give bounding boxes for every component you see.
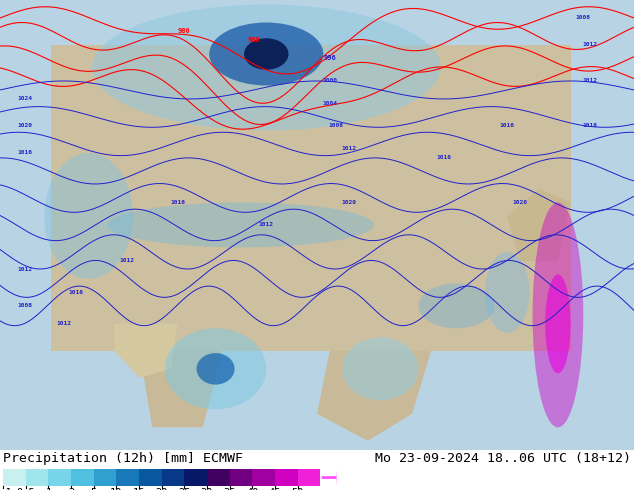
Polygon shape bbox=[507, 189, 571, 261]
Text: 1008: 1008 bbox=[328, 123, 344, 128]
Bar bbox=[51, 45, 571, 351]
Text: 50: 50 bbox=[291, 489, 304, 490]
Bar bbox=[252, 469, 275, 486]
Bar bbox=[230, 469, 252, 486]
Bar bbox=[117, 469, 139, 486]
Text: 45: 45 bbox=[269, 489, 281, 490]
Text: 1020: 1020 bbox=[18, 123, 33, 128]
Text: 1000: 1000 bbox=[322, 78, 337, 83]
Text: 40: 40 bbox=[246, 489, 259, 490]
Text: 996: 996 bbox=[323, 55, 336, 61]
Text: Precipitation (12h) [mm] ECMWF: Precipitation (12h) [mm] ECMWF bbox=[3, 452, 243, 465]
Ellipse shape bbox=[342, 337, 418, 400]
Text: 20: 20 bbox=[155, 489, 168, 490]
Text: 1020: 1020 bbox=[512, 200, 527, 205]
Bar bbox=[48, 469, 71, 486]
Bar bbox=[26, 469, 48, 486]
Text: 1012: 1012 bbox=[582, 43, 597, 48]
Ellipse shape bbox=[197, 353, 235, 385]
Text: 0.5: 0.5 bbox=[16, 489, 36, 490]
Text: 2: 2 bbox=[68, 489, 74, 490]
Text: 1016: 1016 bbox=[18, 150, 33, 155]
Bar bbox=[162, 469, 184, 486]
Text: 1008: 1008 bbox=[576, 16, 591, 21]
Polygon shape bbox=[139, 351, 222, 427]
Text: 1008: 1008 bbox=[18, 303, 33, 308]
Text: 1020: 1020 bbox=[341, 200, 356, 205]
Text: 1012: 1012 bbox=[259, 222, 274, 227]
Text: 0.1: 0.1 bbox=[0, 489, 13, 490]
Polygon shape bbox=[317, 351, 431, 441]
Bar bbox=[3, 469, 26, 486]
Bar bbox=[297, 469, 320, 486]
Text: 1016: 1016 bbox=[500, 123, 515, 128]
Ellipse shape bbox=[108, 202, 374, 247]
Ellipse shape bbox=[418, 283, 495, 328]
Text: 1016: 1016 bbox=[170, 200, 185, 205]
Bar bbox=[94, 469, 117, 486]
Text: 1012: 1012 bbox=[119, 258, 134, 264]
Text: 1024: 1024 bbox=[18, 97, 33, 101]
Text: 1016: 1016 bbox=[582, 123, 597, 128]
Ellipse shape bbox=[44, 153, 133, 279]
Text: 1012: 1012 bbox=[56, 321, 71, 326]
Bar bbox=[139, 469, 162, 486]
Bar bbox=[207, 469, 230, 486]
Ellipse shape bbox=[533, 202, 583, 427]
Ellipse shape bbox=[485, 252, 529, 333]
Ellipse shape bbox=[244, 38, 288, 70]
Text: 988: 988 bbox=[247, 37, 260, 44]
Ellipse shape bbox=[545, 274, 571, 373]
Bar bbox=[275, 469, 297, 486]
Text: 1016: 1016 bbox=[436, 155, 451, 160]
Text: 980: 980 bbox=[178, 28, 190, 34]
Text: 10: 10 bbox=[110, 489, 122, 490]
Polygon shape bbox=[114, 324, 178, 378]
Ellipse shape bbox=[209, 23, 323, 85]
Text: 1012: 1012 bbox=[582, 78, 597, 83]
Text: 35: 35 bbox=[223, 489, 236, 490]
Text: 30: 30 bbox=[201, 489, 213, 490]
Text: 1004: 1004 bbox=[322, 101, 337, 106]
Text: 1012: 1012 bbox=[341, 146, 356, 151]
Bar bbox=[184, 469, 207, 486]
Ellipse shape bbox=[165, 328, 266, 409]
Text: Mo 23-09-2024 18..06 UTC (18+12): Mo 23-09-2024 18..06 UTC (18+12) bbox=[375, 452, 631, 465]
Text: 1: 1 bbox=[45, 489, 51, 490]
Text: 25: 25 bbox=[178, 489, 191, 490]
Text: 1012: 1012 bbox=[18, 268, 33, 272]
Text: 1016: 1016 bbox=[68, 290, 84, 295]
Text: 15: 15 bbox=[133, 489, 145, 490]
Ellipse shape bbox=[92, 4, 441, 130]
Bar bbox=[71, 469, 94, 486]
Text: 5: 5 bbox=[91, 489, 97, 490]
